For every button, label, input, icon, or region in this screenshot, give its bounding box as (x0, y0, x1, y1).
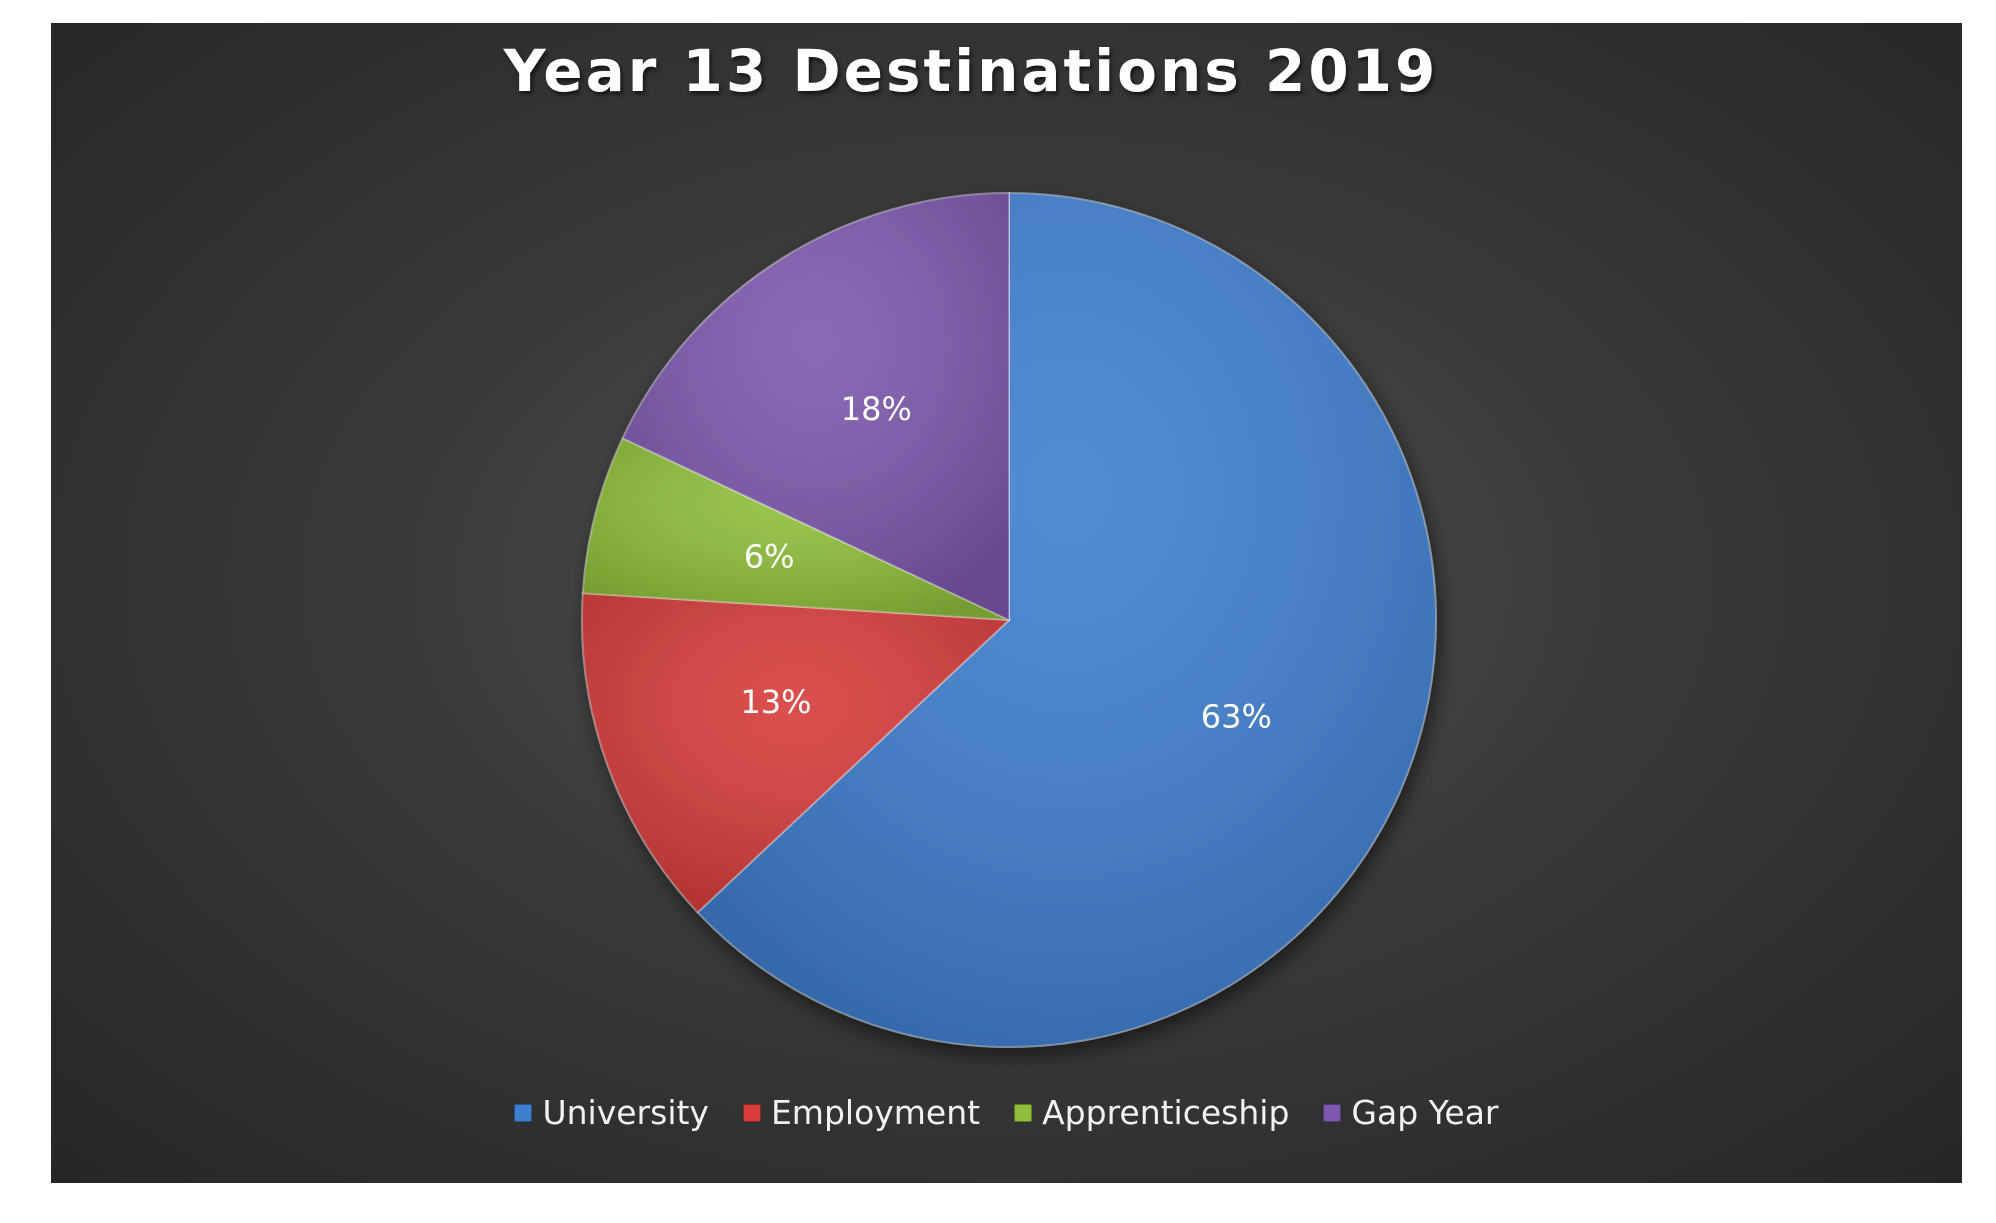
legend-item-university: University (514, 1093, 709, 1132)
legend-item-employment: Employment (742, 1093, 981, 1132)
pie-slice-shading-gap-year (622, 193, 1009, 620)
data-label-gap-year: 18% (841, 390, 912, 428)
legend-swatch-university (514, 1103, 533, 1122)
chart-area: Year 13 Destinations 2019 63% 13% 6% 18% Un… (51, 23, 1962, 1183)
pie-slice-shading-employment (582, 593, 1009, 913)
legend-label-university: University (542, 1093, 709, 1132)
legend-swatch-gap-year (1323, 1103, 1342, 1122)
data-label-employment: 13% (740, 683, 811, 721)
legend-swatch-employment (742, 1103, 761, 1122)
data-label-apprenticeship: 6% (744, 537, 795, 575)
data-label-university: 63% (1201, 697, 1272, 735)
legend-label-apprenticeship: Apprenticeship (1042, 1093, 1290, 1132)
pie-chart: 63% 13% 6% 18% (581, 191, 1437, 1048)
pie-slice-shading-university (697, 193, 1436, 1047)
legend-label-gap-year: Gap Year (1351, 1093, 1499, 1132)
legend-item-gap-year: Gap Year (1323, 1093, 1499, 1132)
legend: University Employment Apprenticeship Gap Ye… (51, 1093, 1962, 1132)
legend-item-apprenticeship: Apprenticeship (1014, 1093, 1289, 1132)
legend-label-employment: Employment (770, 1093, 981, 1132)
pie-slice-shading-apprenticeship (582, 438, 1009, 620)
chart-title: Year 13 Destinations 2019 (503, 37, 1439, 105)
legend-swatch-apprenticeship (1014, 1103, 1033, 1122)
